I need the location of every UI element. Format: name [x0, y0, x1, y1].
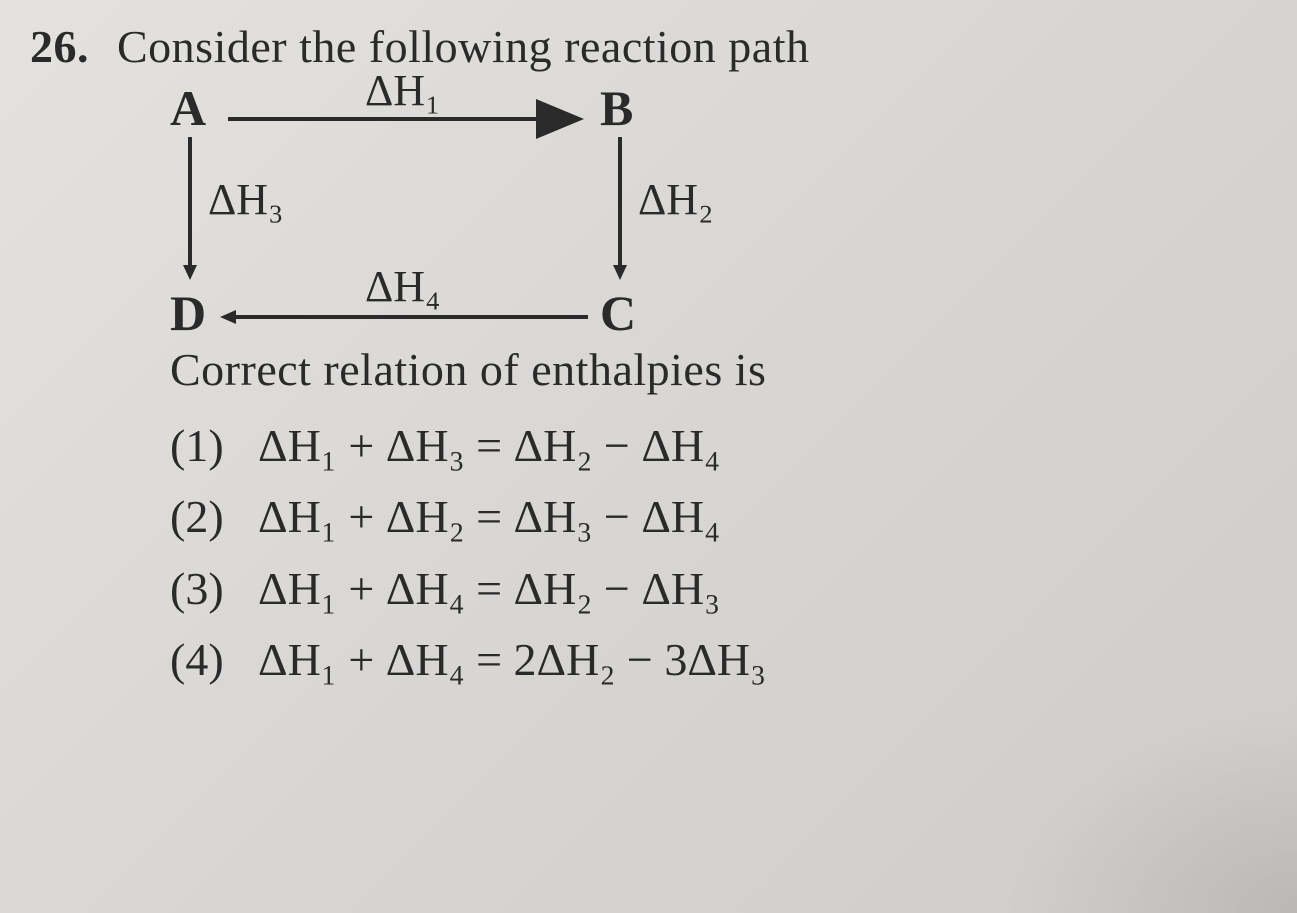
option-expr: ΔH₁ + ΔH₂ = ΔH₃ − ΔH₄: [258, 481, 720, 552]
option-1: (1) ΔH₁ + ΔH₃ = ΔH₂ − ΔH₄: [170, 410, 1257, 481]
options-list: (1) ΔH₁ + ΔH₃ = ΔH₂ − ΔH₄ (2) ΔH₁ + ΔH₂ …: [170, 410, 1257, 695]
question-line: 26. Consider the following reaction path: [30, 20, 1257, 73]
content-region: 26. Consider the following reaction path…: [30, 20, 1257, 695]
option-expr: ΔH₁ + ΔH₃ = ΔH₂ − ΔH₄: [258, 410, 720, 481]
option-key: (3): [170, 553, 240, 624]
option-2: (2) ΔH₁ + ΔH₂ = ΔH₃ − ΔH₄: [170, 481, 1257, 552]
question-prompt: Consider the following reaction path: [117, 20, 810, 73]
option-key: (1): [170, 410, 240, 481]
option-key: (2): [170, 481, 240, 552]
question-sub-prompt: Correct relation of enthalpies is: [170, 343, 1257, 396]
edge-label-ad: ΔH₃: [208, 174, 283, 225]
option-4: (4) ΔH₁ + ΔH₄ = 2ΔH₂ − 3ΔH₃: [170, 624, 1257, 695]
option-expr: ΔH₁ + ΔH₄ = 2ΔH₂ − 3ΔH₃: [258, 624, 766, 695]
option-expr: ΔH₁ + ΔH₄ = ΔH₂ − ΔH₃: [258, 553, 720, 624]
node-d: D: [170, 284, 206, 342]
arrow-a-to-d: [180, 137, 200, 282]
question-number: 26.: [30, 20, 89, 73]
option-key: (4): [170, 624, 240, 695]
node-b: B: [600, 79, 633, 137]
edge-label-bc: ΔH₂: [638, 174, 713, 225]
reaction-diagram: A B D C ΔH₁: [170, 79, 790, 339]
edge-label-cd: ΔH₄: [365, 261, 440, 312]
edge-label-ab: ΔH₁: [365, 65, 440, 116]
node-a: A: [170, 79, 206, 137]
node-c: C: [600, 284, 636, 342]
arrow-b-to-c: [610, 137, 630, 282]
option-3: (3) ΔH₁ + ΔH₄ = ΔH₂ − ΔH₃: [170, 553, 1257, 624]
page-corner-shadow: [977, 693, 1297, 913]
page: 26. Consider the following reaction path…: [0, 0, 1297, 913]
